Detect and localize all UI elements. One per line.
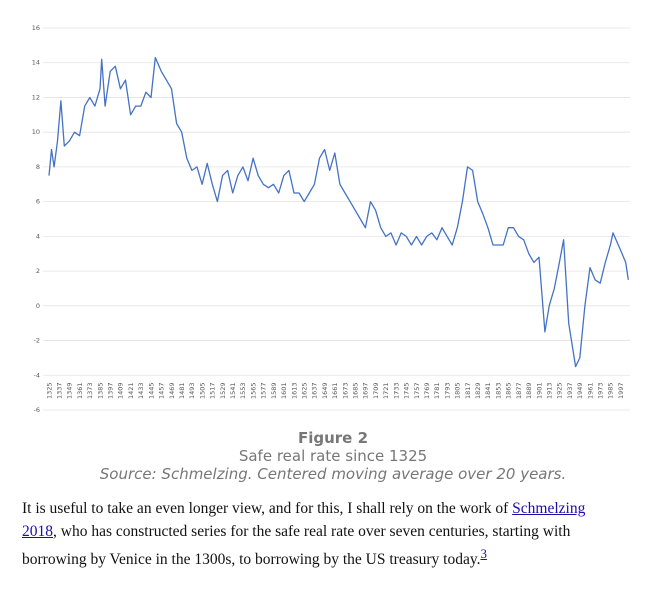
text: , who has constructed series for the saf… <box>22 522 571 569</box>
x-tick-label: 1337 <box>55 382 63 399</box>
x-tick-label: 1613 <box>290 382 298 399</box>
x-tick-label: 1529 <box>219 382 227 399</box>
text: It is useful to take an even longer view… <box>22 500 513 517</box>
x-tick-label: 1397 <box>107 382 115 399</box>
y-tick-label: 2 <box>36 267 40 275</box>
x-tick-label: 1541 <box>229 382 237 399</box>
x-tick-label: 1469 <box>168 382 176 399</box>
x-tick-label: 1997 <box>617 382 625 399</box>
x-tick-label: 1937 <box>566 382 574 399</box>
y-tick-label: -4 <box>34 371 40 379</box>
footnote-link[interactable]: 3 <box>480 546 487 561</box>
x-tick-label: 1889 <box>525 382 533 399</box>
figure-caption: Safe real rate since 1325 <box>238 447 428 465</box>
x-tick-label: 1577 <box>260 382 268 399</box>
y-tick-label: 14 <box>32 59 40 67</box>
x-tick-label: 1757 <box>413 382 421 399</box>
x-tick-label: 1673 <box>341 382 349 399</box>
y-tick-label: 12 <box>32 93 40 101</box>
x-tick-label: 1961 <box>586 382 594 399</box>
x-tick-label: 1361 <box>76 382 84 399</box>
x-tick-label: 1565 <box>249 382 257 399</box>
x-tick-label: 1637 <box>311 382 319 399</box>
x-tick-label: 1901 <box>535 382 543 399</box>
x-tick-label: 1553 <box>239 382 247 399</box>
figure-label: Figure 2 <box>297 429 369 447</box>
x-tick-label: 1457 <box>158 382 166 399</box>
x-tick-label: 1805 <box>454 382 462 399</box>
x-tick-label: 1601 <box>280 382 288 399</box>
y-tick-label: 6 <box>36 198 40 206</box>
y-tick-label: 10 <box>32 128 40 136</box>
x-tick-label: 1685 <box>352 382 360 399</box>
x-tick-label: 1481 <box>178 382 186 399</box>
data-line <box>48 56 629 368</box>
x-tick-label: 1985 <box>607 382 615 399</box>
x-tick-label: 1433 <box>137 382 145 399</box>
x-tick-label: 1493 <box>188 382 196 399</box>
x-tick-label: 1781 <box>433 382 441 399</box>
x-tick-label: 1385 <box>96 382 104 399</box>
x-tick-label: 1625 <box>300 382 308 399</box>
x-tick-label: 1649 <box>321 382 329 399</box>
x-tick-label: 1841 <box>484 382 492 399</box>
x-tick-label: 1925 <box>556 382 564 399</box>
x-tick-label: 1949 <box>576 382 584 399</box>
x-tick-label: 1793 <box>443 382 451 399</box>
x-tick-label: 1817 <box>464 382 472 399</box>
x-tick-label: 1517 <box>209 382 217 399</box>
x-tick-label: 1661 <box>331 382 339 399</box>
x-tick-label: 1421 <box>127 382 135 399</box>
citation-link[interactable]: Schmelzing 2018 <box>22 500 586 540</box>
x-tick-label: 1505 <box>198 382 206 399</box>
x-tick-label: 1697 <box>362 382 370 399</box>
y-tick-label: 4 <box>36 232 40 240</box>
x-tick-label: 1373 <box>86 382 94 399</box>
y-tick-label: 8 <box>36 163 40 171</box>
y-tick-label: 0 <box>36 302 40 310</box>
x-tick-label: 1589 <box>270 382 278 399</box>
y-tick-label: 16 <box>32 24 40 32</box>
x-tick-label: 1865 <box>505 382 513 399</box>
x-tick-label: 1733 <box>392 382 400 399</box>
figure-source: Source: Schmelzing. Centered moving aver… <box>99 465 567 483</box>
y-tick-label: -6 <box>34 406 40 414</box>
x-tick-label: 1853 <box>494 382 502 399</box>
paragraph: It is useful to take an even longer view… <box>22 498 602 572</box>
x-tick-label: 1349 <box>66 382 74 399</box>
x-tick-label: 1325 <box>45 382 53 399</box>
x-tick-label: 1973 <box>597 382 605 399</box>
x-tick-label: 1829 <box>474 382 482 399</box>
x-tick-label: 1769 <box>423 382 431 399</box>
y-tick-label: -2 <box>34 337 40 345</box>
x-tick-label: 1877 <box>515 382 523 399</box>
x-tick-label: 1745 <box>403 382 411 399</box>
x-tick-label: 1913 <box>545 382 553 399</box>
x-tick-label: 1721 <box>382 382 390 399</box>
x-tick-label: 1445 <box>147 382 155 399</box>
x-tick-label: 1709 <box>372 382 380 399</box>
x-tick-label: 1409 <box>117 382 125 399</box>
